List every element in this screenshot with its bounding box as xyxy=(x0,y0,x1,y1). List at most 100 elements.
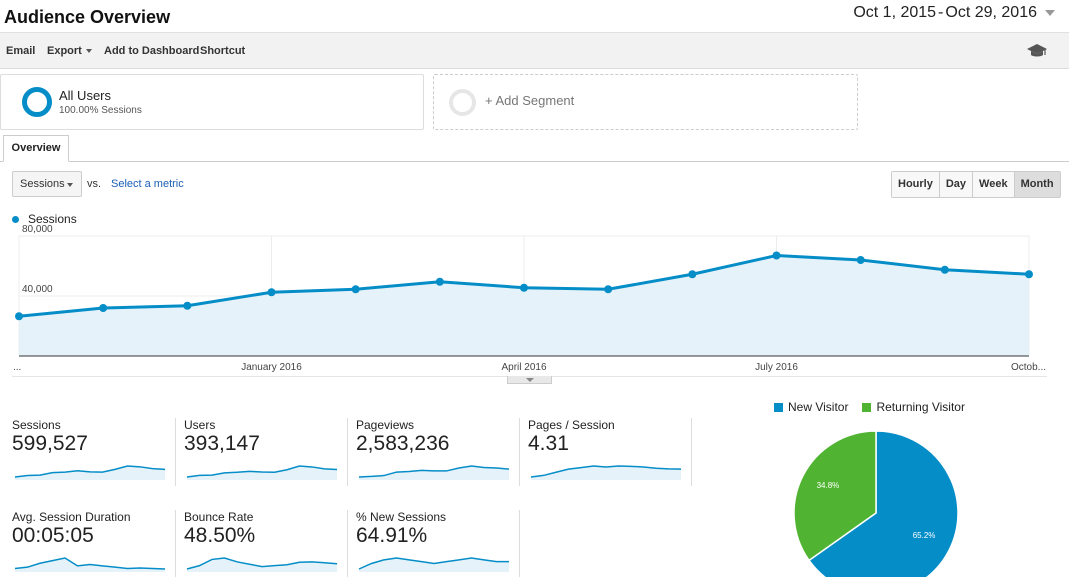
x-tick-label: Octob... xyxy=(1011,362,1046,373)
visitor-type-pie-chart: 65.2% 34.8% xyxy=(793,430,958,577)
date-start: Oct 1, 2015 xyxy=(853,4,937,21)
collapse-chart-toggle[interactable] xyxy=(507,376,552,384)
metric-value: 00:05:05 xyxy=(12,524,94,547)
sparkline-line xyxy=(14,465,166,478)
metric-card[interactable]: Pageviews 2,583,236 xyxy=(356,418,520,486)
metric-label: Pages / Session xyxy=(528,418,615,432)
add-segment-label: + Add Segment xyxy=(485,93,575,108)
chevron-down-icon xyxy=(526,378,534,382)
metric-value: 2,583,236 xyxy=(356,432,450,455)
data-point[interactable] xyxy=(604,285,613,294)
metric-card[interactable]: % New Sessions 64.91% xyxy=(356,510,520,577)
data-point[interactable] xyxy=(1025,270,1033,279)
x-tick-label: ... xyxy=(13,362,21,373)
metric-card[interactable]: Sessions 599,527 xyxy=(12,418,176,486)
metric-select[interactable]: Sessions xyxy=(12,171,82,197)
legend-series-name: Sessions xyxy=(28,212,77,226)
chart-legend: Sessions xyxy=(12,212,77,226)
sparkline-line xyxy=(358,465,510,478)
sparkline-line xyxy=(530,465,682,478)
metric-sparkline xyxy=(14,465,166,480)
sparkline-area xyxy=(359,558,509,572)
data-point[interactable] xyxy=(183,301,192,310)
metric-value: 393,147 xyxy=(184,432,260,455)
metric-value: 599,527 xyxy=(12,432,88,455)
data-point[interactable] xyxy=(772,251,781,260)
y-tick-label: 80,000 xyxy=(22,224,53,235)
select-metric-link[interactable]: Select a metric xyxy=(111,178,184,190)
date-range-picker[interactable]: Oct 1, 2015 - Oct 29, 2016 xyxy=(853,2,1055,24)
returning-visitor-swatch xyxy=(862,402,872,412)
x-tick-label: April 2016 xyxy=(501,362,546,373)
granularity-day[interactable]: Day xyxy=(939,172,974,197)
chevron-down-icon[interactable] xyxy=(1045,10,1055,16)
metric-sparkline xyxy=(358,557,509,572)
metric-sparkline xyxy=(186,465,338,480)
email-button[interactable]: Email xyxy=(6,45,36,57)
metric-card[interactable]: Avg. Session Duration 00:05:05 xyxy=(12,510,176,577)
returning-visitor-slice[interactable] xyxy=(793,430,877,562)
sparkline-area xyxy=(187,466,337,480)
tabs-divider xyxy=(0,161,1069,162)
add-to-dashboard-button[interactable]: Add to Dashboard xyxy=(104,45,200,57)
segment-placeholder-icon xyxy=(449,89,476,116)
sparkline-area xyxy=(187,558,337,572)
data-point[interactable] xyxy=(15,312,23,321)
add-segment-button[interactable]: + Add Segment xyxy=(433,74,858,130)
metric-value: 4.31 xyxy=(528,432,569,455)
legend-new-visitor: New Visitor xyxy=(788,400,849,414)
metric-sparkline xyxy=(358,465,510,480)
sessions-line-chart: 40,000 80,000... January 2016 April 2016 Jul… xyxy=(13,224,1046,373)
data-point[interactable] xyxy=(856,256,865,264)
segment-sessions-share: 100.00% Sessions xyxy=(59,105,142,116)
sparkline-line xyxy=(14,557,166,570)
granularity-month[interactable]: Month xyxy=(1014,172,1060,197)
metric-label: % New Sessions xyxy=(356,510,447,524)
data-point[interactable] xyxy=(688,270,697,279)
metric-sparkline xyxy=(530,465,682,480)
slice-percent-label: 34.8% xyxy=(817,481,840,490)
tab-overview[interactable]: Overview xyxy=(3,135,69,162)
data-point[interactable] xyxy=(99,304,108,312)
sparkline-line xyxy=(186,465,338,478)
y-tick-label: 40,000 xyxy=(22,284,53,295)
metric-value: 48.50% xyxy=(184,524,256,547)
data-point[interactable] xyxy=(435,277,444,286)
chevron-down-icon xyxy=(67,183,73,187)
granularity-hourly[interactable]: Hourly xyxy=(892,172,940,197)
page-title: Audience Overview xyxy=(4,7,171,27)
sparkline-line xyxy=(186,557,338,570)
data-point[interactable] xyxy=(267,288,276,297)
metric-card[interactable]: Pages / Session 4.31 xyxy=(528,418,692,486)
sessions-area xyxy=(19,255,1029,356)
metric-label: Avg. Session Duration xyxy=(12,510,131,524)
metric-card[interactable]: Bounce Rate 48.50% xyxy=(184,510,348,577)
granularity-toggle: Hourly Day Week Month xyxy=(891,171,1061,198)
granularity-week[interactable]: Week xyxy=(973,172,1015,197)
shortcut-button[interactable]: Shortcut xyxy=(200,45,246,57)
metric-label: Users xyxy=(184,418,216,432)
metric-value: 64.91% xyxy=(356,524,428,547)
legend-returning-visitor: Returning Visitor xyxy=(876,400,965,414)
metric-label: Sessions xyxy=(12,418,61,432)
segment-all-users[interactable]: All Users 100.00% Sessions xyxy=(0,74,424,130)
export-label: Export xyxy=(47,45,82,57)
data-point[interactable] xyxy=(520,283,528,292)
new-visitor-slice[interactable] xyxy=(808,430,958,577)
data-point[interactable] xyxy=(351,285,360,294)
graduation-cap-icon[interactable] xyxy=(1027,43,1047,59)
x-tick-label: July 2016 xyxy=(755,362,798,373)
metric-sparkline xyxy=(186,557,338,572)
data-point[interactable] xyxy=(940,265,949,274)
sparkline-area xyxy=(359,466,509,480)
metric-card[interactable]: Users 393,147 xyxy=(184,418,348,486)
vs-label: vs. xyxy=(87,178,102,190)
export-button[interactable]: Export xyxy=(47,45,92,57)
date-end: Oct 29, 2016 xyxy=(945,4,1037,21)
segment-ring-icon xyxy=(22,87,52,117)
report-toolbar: Email Export Add to Dashboard Shortcut xyxy=(0,33,1069,69)
sparkline-line xyxy=(358,557,509,570)
slice-percent-label: 65.2% xyxy=(913,531,936,540)
metric-select-value: Sessions xyxy=(20,178,65,190)
